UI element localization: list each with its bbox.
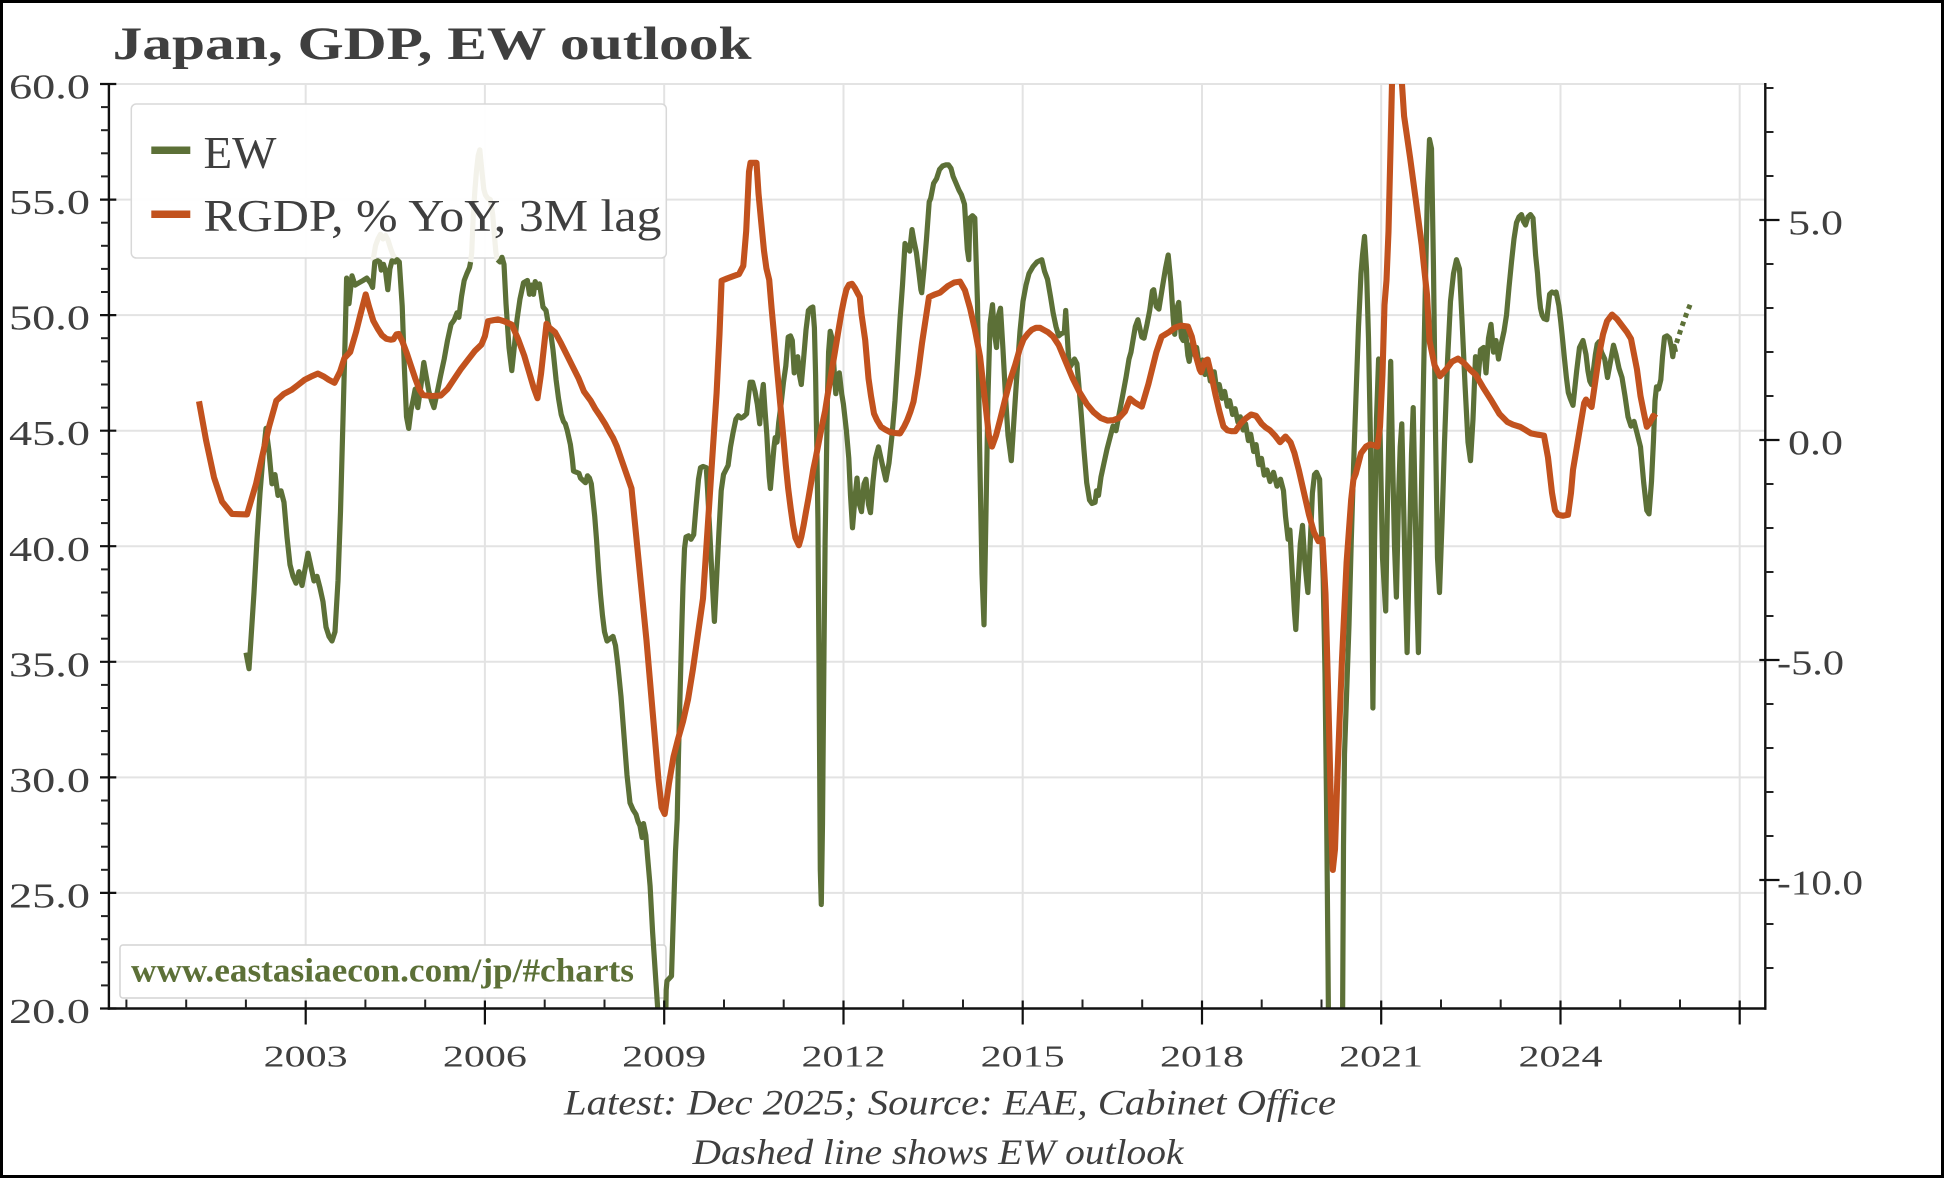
svg-text:60.0: 60.0 xyxy=(9,68,90,107)
svg-text:2006: 2006 xyxy=(443,1039,527,1074)
svg-text:25.0: 25.0 xyxy=(9,876,90,915)
svg-text:2003: 2003 xyxy=(264,1039,348,1074)
svg-text:50.0: 50.0 xyxy=(9,299,90,338)
svg-text:35.0: 35.0 xyxy=(9,645,90,684)
svg-text:RGDP, % YoY, 3M lag: RGDP, % YoY, 3M lag xyxy=(204,191,662,241)
svg-text:-10.0: -10.0 xyxy=(1777,864,1863,903)
svg-text:Japan, GDP, EW outlook: Japan, GDP, EW outlook xyxy=(113,18,753,70)
svg-text:Latest: Dec 2025; Source: EAE,: Latest: Dec 2025; Source: EAE, Cabinet O… xyxy=(563,1083,1336,1123)
svg-text:2024: 2024 xyxy=(1519,1039,1604,1074)
svg-text:2009: 2009 xyxy=(622,1039,706,1074)
svg-text:2021: 2021 xyxy=(1339,1039,1423,1074)
svg-text:30.0: 30.0 xyxy=(9,761,90,800)
svg-text:55.0: 55.0 xyxy=(9,183,90,222)
svg-text:0.0: 0.0 xyxy=(1788,424,1843,463)
svg-text:2012: 2012 xyxy=(802,1039,886,1074)
svg-text:40.0: 40.0 xyxy=(9,530,90,569)
svg-text:45.0: 45.0 xyxy=(9,414,90,453)
svg-text:-5.0: -5.0 xyxy=(1777,644,1844,683)
svg-text:www.eastasiaecon.com/jp/#chart: www.eastasiaecon.com/jp/#charts xyxy=(131,952,634,989)
svg-text:2015: 2015 xyxy=(981,1039,1065,1074)
svg-text:EW: EW xyxy=(204,128,278,178)
svg-text:5.0: 5.0 xyxy=(1788,204,1843,243)
svg-text:Dashed line shows EW outlook: Dashed line shows EW outlook xyxy=(691,1132,1184,1172)
svg-text:20.0: 20.0 xyxy=(9,992,90,1031)
svg-text:2018: 2018 xyxy=(1160,1039,1244,1074)
